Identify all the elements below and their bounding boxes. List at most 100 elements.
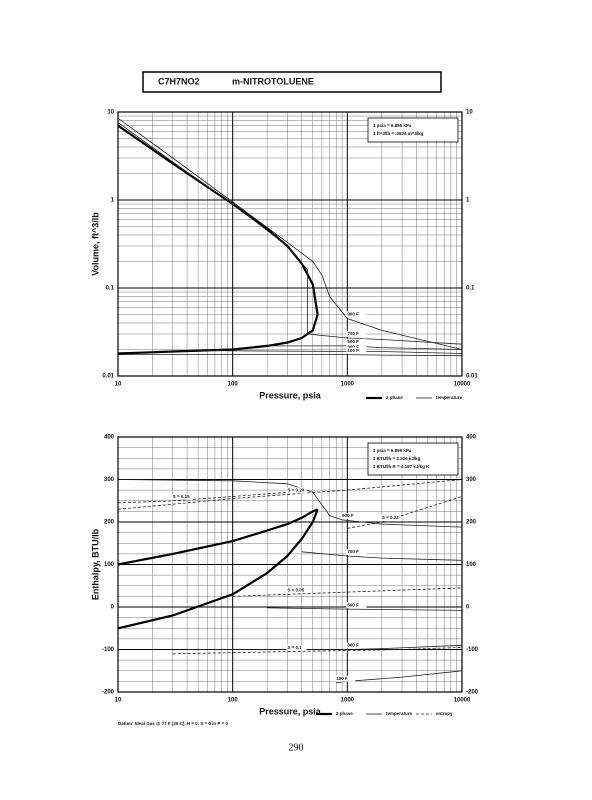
temperature-line [117, 122, 463, 345]
note: 1 BTU/lb R = 4.187 kJ/kg K [373, 464, 430, 469]
legend-label: 2 phase [386, 395, 403, 400]
plot-frame [117, 111, 463, 377]
curve-label-bg [346, 602, 367, 609]
temperature-line [301, 551, 463, 561]
y-tick-label: 100 [104, 562, 115, 568]
y-tick-label-right: -100 [466, 647, 479, 653]
notes-box [367, 117, 459, 143]
curve-label-bg [171, 493, 192, 500]
y-tick-label-right: 200 [466, 520, 477, 526]
y-tick-label: 0 [111, 605, 115, 611]
notes-box [367, 442, 459, 476]
temperature-line [267, 607, 463, 611]
legend-label: temperature [386, 711, 413, 716]
curve-label: 500 F [347, 339, 359, 344]
two_phase-line [117, 124, 319, 315]
y-axis-label: Volume, ft^3/lb [90, 212, 100, 276]
two_phase-line [117, 314, 319, 355]
legend-label: temperature [436, 395, 463, 400]
curve-label-bg [346, 311, 367, 318]
curve-label: 100 F [347, 348, 359, 353]
x-tick-label: 10000 [454, 382, 471, 388]
curve-label: 900 F [342, 513, 354, 518]
compound-name: m-NITROTOLUENE [232, 76, 314, 86]
curve-label: S = 0.20 [287, 488, 304, 493]
y-tick-label-right: -200 [466, 690, 479, 696]
two_phase-line [117, 508, 319, 630]
y-tick-label: 0.1 [106, 286, 115, 292]
temperature-line [117, 117, 463, 350]
entropy-line [117, 479, 463, 510]
curve-label: S = 0.05 [287, 587, 304, 592]
curve-label-bg [341, 512, 362, 519]
y-tick-label: 400 [104, 435, 115, 441]
curve-label-bg [346, 338, 367, 345]
note: 1 psia = 6.895 kPa [373, 448, 412, 453]
y-tick-label: 1 [111, 198, 115, 204]
y-tick-label-right: 300 [466, 477, 477, 483]
curve-label: S = 0.1 [287, 645, 302, 650]
y-tick-label: 10 [107, 110, 114, 116]
curve-label-bg [380, 515, 401, 521]
curve-label: 300 F [347, 643, 359, 648]
curve-label-bg [335, 675, 356, 682]
y-tick-label-right: 1 [466, 198, 470, 204]
curve-label: 700 F [347, 549, 359, 554]
y-tick-label-right: 0 [466, 605, 470, 611]
two_phase-line [117, 508, 319, 566]
curve-label-bg [346, 347, 367, 354]
y-tick-label-right: 400 [466, 435, 477, 441]
curve-label-bg [346, 344, 367, 351]
note: 1 psia = 6.895 kPa [373, 123, 412, 128]
curve-label-bg [346, 549, 367, 555]
header-box [142, 71, 442, 93]
curve-label: 100 F [336, 676, 348, 681]
legend-label: 2 phase [336, 711, 353, 716]
x-tick-label: 1000 [341, 698, 355, 704]
y-tick-label: 200 [104, 520, 115, 526]
curve-label: 500 F [347, 602, 359, 607]
y-tick-label-right: 10 [466, 110, 473, 116]
temperature-line [118, 354, 463, 357]
x-axis-label: Pressure, psia [259, 706, 322, 716]
curve-label-bg [286, 644, 307, 651]
entropy-line [172, 647, 463, 655]
temperature-line [336, 670, 463, 683]
curve-label: S = 0.22 [382, 515, 399, 520]
y-tick-label: 0.01 [102, 374, 114, 380]
curve-label-bg [346, 331, 367, 338]
x-tick-label: 10000 [454, 698, 471, 704]
curve-label-bg [286, 487, 307, 494]
legend-label: entropy [436, 711, 453, 716]
note: 1 ft^3/lb = .0624 m^3/kg [373, 131, 424, 136]
x-tick-label: 10 [115, 382, 122, 388]
formula: C7H7NO2 [158, 76, 200, 86]
curve-label: S = 0.15 [173, 494, 190, 499]
note: 1 BTU/lb = 2.326 kJ/kg [373, 456, 421, 461]
curve-label: 700 F [347, 331, 359, 336]
temperature-line [187, 644, 463, 650]
curve-label-bg [286, 587, 307, 594]
y-tick-label-right: 0.1 [466, 286, 475, 292]
x-tick-label: 10 [115, 698, 122, 704]
y-tick-label-right: 0.01 [466, 374, 478, 380]
x-tick-label: 100 [228, 382, 239, 388]
temperature-line [117, 479, 463, 528]
x-tick-label: 100 [228, 698, 239, 704]
x-axis-label: Pressure, psia [259, 390, 322, 400]
y-axis-label: Enthalpy, BTU/lb [90, 528, 100, 600]
page-number: 290 [289, 742, 304, 753]
x-tick-label: 1000 [341, 382, 355, 388]
y-tick-label-right: 100 [466, 562, 477, 568]
y-tick-label: -200 [102, 690, 115, 696]
curve-label: 900 F [347, 312, 359, 317]
curve-label-bg [346, 642, 367, 649]
entropy-line [117, 491, 288, 504]
footnote: Datum: Ideal Gas @ 77 F (25 C), H = 0, S… [118, 721, 228, 726]
entropy-line [232, 587, 463, 597]
y-tick-label: -100 [102, 647, 115, 653]
y-tick-label: 300 [104, 477, 115, 483]
curve-label: 300 F [347, 345, 359, 350]
